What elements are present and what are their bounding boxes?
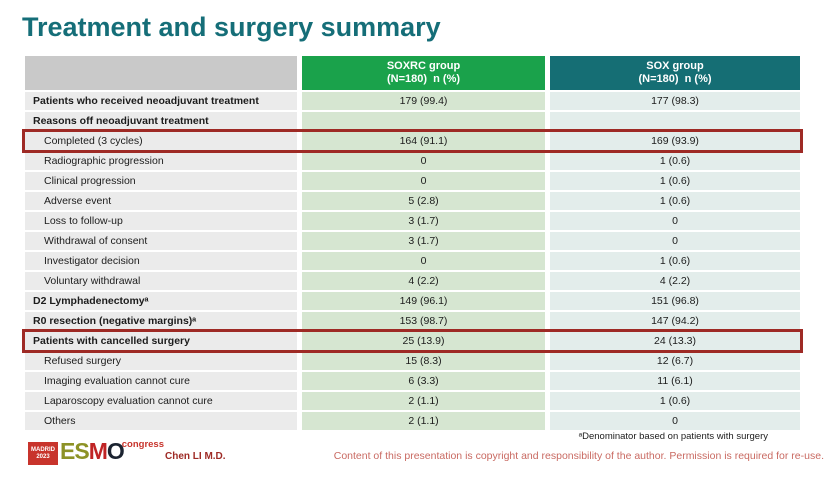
soxrc-value: 0 (302, 152, 545, 170)
copyright-notice: Content of this presentation is copyrigh… (333, 450, 824, 462)
esmo-congress-logo: MADRID 2023 ESMO congress (28, 438, 164, 470)
table-row: D2 Lymphadenectomyᵃ 149 (96.1) 151 (96.8) (25, 292, 800, 310)
badge-year: 2023 (36, 453, 50, 460)
table-row: Completed (3 cycles) 164 (91.1) 169 (93.9) (22, 129, 803, 153)
table-header-row: SOXRC group (N=180) n (%) SOX group (N=1… (25, 56, 800, 90)
header-soxrc-line2: (N=180) n (%) (386, 73, 461, 85)
sox-value: 1 (0.6) (550, 252, 800, 270)
soxrc-value: 3 (1.7) (302, 212, 545, 230)
soxrc-value: 164 (91.1) (302, 132, 545, 150)
sox-value: 24 (13.3) (550, 332, 800, 350)
table-row: R0 resection (negative margins)ᵃ 153 (98.… (25, 312, 800, 330)
footnote: ᵃDenominator based on patients with surg… (578, 431, 768, 442)
row-label: Voluntary withdrawal (25, 272, 297, 290)
table-row: Investigator decision 0 1 (0.6) (25, 252, 800, 270)
table-row: Clinical progression 0 1 (0.6) (25, 172, 800, 190)
row-label: Laparoscopy evaluation cannot cure (25, 392, 297, 410)
row-label: Patients who received neoadjuvant treatm… (25, 92, 297, 110)
soxrc-value: 153 (98.7) (302, 312, 545, 330)
esmo-letter: O (106, 438, 125, 464)
row-label: Clinical progression (25, 172, 297, 190)
soxrc-value: 6 (3.3) (302, 372, 545, 390)
row-label: Refused surgery (25, 352, 297, 370)
row-label: Loss to follow-up (25, 212, 297, 230)
table-row: Voluntary withdrawal 4 (2.2) 4 (2.2) (25, 272, 800, 290)
esmo-letter: M (88, 438, 108, 464)
badge-city: MADRID (31, 446, 55, 453)
header-cell-soxrc: SOXRC group (N=180) n (%) (302, 56, 545, 90)
header-sox-line1: SOX group (646, 60, 704, 72)
row-label: D2 Lymphadenectomyᵃ (25, 292, 297, 310)
row-label: Withdrawal of consent (25, 232, 297, 250)
soxrc-value: 179 (99.4) (302, 92, 545, 110)
table-row: Loss to follow-up 3 (1.7) 0 (25, 212, 800, 230)
sox-value: 1 (0.6) (550, 192, 800, 210)
row-label: Investigator decision (25, 252, 297, 270)
table-body: Patients who received neoadjuvant treatm… (22, 92, 803, 430)
soxrc-value: 25 (13.9) (302, 332, 545, 350)
soxrc-value: 2 (1.1) (302, 412, 545, 430)
sox-value: 0 (550, 212, 800, 230)
soxrc-value: 2 (1.1) (302, 392, 545, 410)
presenter-name: Chen LI M.D. (165, 451, 226, 462)
table-row: Adverse event 5 (2.8) 1 (0.6) (25, 192, 800, 210)
row-label: Others (25, 412, 297, 430)
sox-value: 1 (0.6) (550, 392, 800, 410)
congress-label: congress (121, 439, 164, 450)
header-sox-line2: (N=180) n (%) (638, 73, 712, 85)
table-row: Patients with cancelled surgery 25 (13.9)… (22, 329, 803, 353)
soxrc-value: 149 (96.1) (302, 292, 545, 310)
sox-value: 4 (2.2) (550, 272, 800, 290)
row-label: Imaging evaluation cannot cure (25, 372, 297, 390)
table-row: Refused surgery 15 (8.3) 12 (6.7) (25, 352, 800, 370)
table-row: Imaging evaluation cannot cure 6 (3.3) 11 … (25, 372, 800, 390)
sox-value: 169 (93.9) (550, 132, 800, 150)
page-title: Treatment and surgery summary (22, 12, 441, 42)
sox-value: 11 (6.1) (550, 372, 800, 390)
esmo-letter: E (60, 438, 75, 464)
row-label: Adverse event (25, 192, 297, 210)
sox-value: 147 (94.2) (550, 312, 800, 330)
sox-value: 177 (98.3) (550, 92, 800, 110)
soxrc-value: 3 (1.7) (302, 232, 545, 250)
sox-value (550, 112, 800, 130)
table-row: Others 2 (1.1) 0 (25, 412, 800, 430)
madrid-2023-badge: MADRID 2023 (28, 442, 58, 465)
row-label: Completed (3 cycles) (25, 132, 297, 150)
table-row: Reasons off neoadjuvant treatment (25, 112, 800, 130)
header-soxrc-line1: SOXRC group (386, 60, 461, 72)
header-cell-sox: SOX group (N=180) n (%) (550, 56, 800, 90)
soxrc-value: 5 (2.8) (302, 192, 545, 210)
header-cell-blank (25, 56, 297, 90)
table-row: Radiographic progression 0 1 (0.6) (25, 152, 800, 170)
row-label: Radiographic progression (25, 152, 297, 170)
row-label: Reasons off neoadjuvant treatment (25, 112, 297, 130)
table-row: Withdrawal of consent 3 (1.7) 0 (25, 232, 800, 250)
summary-table: SOXRC group (N=180) n (%) SOX group (N=1… (22, 56, 803, 432)
esmo-letter: S (74, 438, 89, 464)
sox-value: 151 (96.8) (550, 292, 800, 310)
sox-value: 0 (550, 232, 800, 250)
sox-value: 0 (550, 412, 800, 430)
esmo-wordmark: ESMO (60, 438, 125, 464)
table-row: Patients who received neoadjuvant treatm… (25, 92, 800, 110)
soxrc-value: 0 (302, 172, 545, 190)
sox-value: 12 (6.7) (550, 352, 800, 370)
soxrc-value (302, 112, 545, 130)
row-label: R0 resection (negative margins)ᵃ (25, 312, 297, 330)
sox-value: 1 (0.6) (550, 152, 800, 170)
soxrc-value: 0 (302, 252, 545, 270)
sox-value: 1 (0.6) (550, 172, 800, 190)
table-row: Laparoscopy evaluation cannot cure 2 (1.1… (25, 392, 800, 410)
soxrc-value: 15 (8.3) (302, 352, 545, 370)
row-label: Patients with cancelled surgery (25, 332, 297, 350)
soxrc-value: 4 (2.2) (302, 272, 545, 290)
